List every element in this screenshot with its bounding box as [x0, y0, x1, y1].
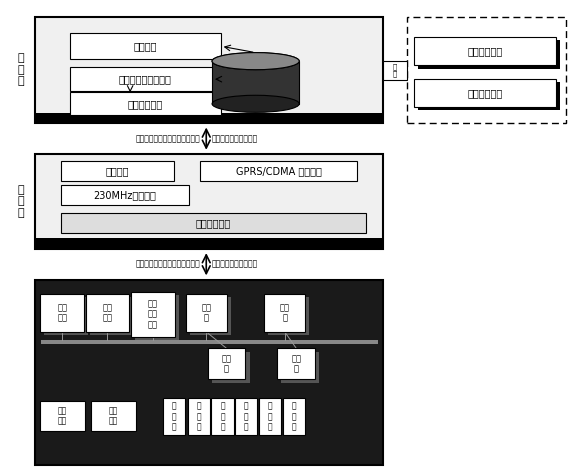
Bar [259, 398, 281, 435]
Bar [40, 401, 85, 431]
Text: 传回数据、执行返回等: 传回数据、执行返回等 [212, 134, 259, 143]
Bar [45, 297, 88, 335]
Bar [89, 297, 133, 335]
Bar [70, 67, 221, 91]
Bar [35, 17, 383, 123]
Bar [70, 33, 221, 59]
Bar [383, 61, 407, 80]
Bar [200, 161, 357, 181]
Text: 采集请求、设置参数、控制指令: 采集请求、设置参数、控制指令 [136, 260, 200, 269]
Text: 计量
设备: 计量 设备 [58, 406, 67, 426]
Bar [407, 17, 566, 123]
Bar [268, 297, 309, 335]
Text: 专变
终端: 专变 终端 [57, 303, 67, 322]
Text: 传回数据、执行返回等: 传回数据、执行返回等 [212, 260, 259, 269]
Bar [186, 294, 227, 332]
Text: 230MHz无线专网: 230MHz无线专网 [94, 190, 156, 200]
Bar [41, 294, 84, 332]
Bar [41, 340, 378, 344]
Text: 数据采集、控制执行: 数据采集、控制执行 [119, 74, 172, 84]
Bar [211, 398, 234, 435]
Text: 载
波
表: 载 波 表 [196, 402, 201, 431]
Bar [414, 79, 556, 107]
Bar [163, 398, 185, 435]
Bar [264, 294, 305, 332]
Bar [86, 294, 129, 332]
Text: 远程
多功
能表: 远程 多功 能表 [148, 299, 158, 329]
Ellipse shape [212, 95, 299, 112]
Bar [212, 61, 299, 104]
Bar [35, 154, 383, 249]
Text: 采集请求、设置参数、控制指令: 采集请求、设置参数、控制指令 [136, 134, 200, 143]
Bar [35, 238, 383, 249]
Bar [414, 37, 556, 65]
Text: 采集
器: 采集 器 [221, 354, 232, 374]
Bar [61, 161, 174, 181]
Text: 电
能
表: 电 能 表 [244, 402, 249, 431]
Bar [61, 213, 366, 233]
Bar [283, 398, 305, 435]
Text: 载
波
表: 载 波 表 [172, 402, 177, 431]
Text: 采集
器: 采集 器 [291, 354, 302, 374]
Bar [135, 295, 179, 340]
Bar [35, 280, 383, 465]
Bar [190, 297, 231, 335]
Bar [282, 352, 320, 383]
Text: 其它应用系统: 其它应用系统 [467, 88, 503, 98]
Bar [208, 348, 246, 379]
Text: 业务应用: 业务应用 [134, 41, 157, 51]
Text: 主
站
层: 主 站 层 [17, 53, 24, 87]
Bar [278, 348, 315, 379]
Ellipse shape [212, 53, 299, 70]
Text: 光纤专网: 光纤专网 [106, 166, 130, 176]
Bar [235, 398, 257, 435]
Bar [418, 82, 560, 110]
Text: 通
信
层: 通 信 层 [17, 185, 24, 218]
Text: GPRS/CDMA 无线公网: GPRS/CDMA 无线公网 [236, 166, 322, 176]
Text: 电
能
表: 电 能 表 [292, 402, 296, 431]
Bar [35, 113, 383, 123]
Text: 采
集
层: 采 集 层 [17, 356, 24, 389]
Text: 营销应用系统: 营销应用系统 [467, 46, 503, 56]
Bar [61, 185, 189, 205]
Bar [131, 292, 174, 337]
Text: 计量
设备: 计量 设备 [109, 406, 118, 426]
Text: 接
口: 接 口 [393, 63, 397, 77]
Ellipse shape [212, 53, 299, 70]
Text: 电
能
表: 电 能 表 [268, 402, 272, 431]
Bar [418, 40, 560, 69]
Text: 前置通信调度: 前置通信调度 [128, 99, 163, 109]
Text: 集中
控: 集中 控 [279, 303, 290, 322]
Text: 其他通信信道: 其他通信信道 [196, 218, 231, 228]
Bar [188, 398, 210, 435]
Text: 台变
终端: 台变 终端 [102, 303, 113, 322]
Bar [70, 92, 221, 115]
Bar [212, 352, 250, 383]
Bar [91, 401, 136, 431]
Text: 集中
器: 集中 器 [201, 303, 211, 322]
Text: 电
能
表: 电 能 表 [220, 402, 225, 431]
